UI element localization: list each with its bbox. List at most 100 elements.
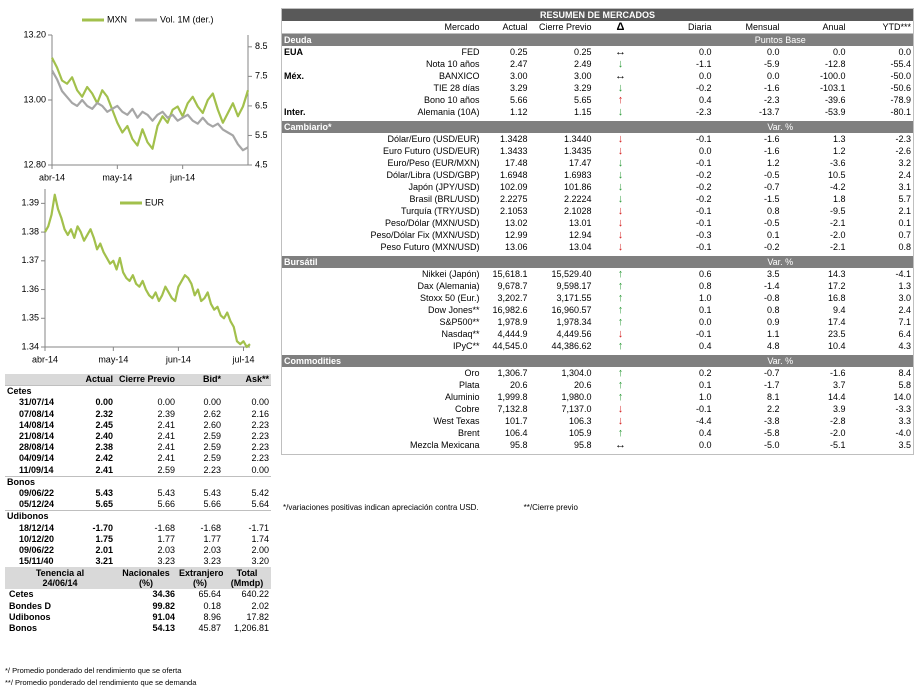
cell: 1.1 <box>766 329 780 339</box>
header-cell: Mensual <box>713 21 782 34</box>
cell: 44,545.0 <box>492 341 528 351</box>
cell: 7,132.8 <box>497 404 528 414</box>
row-label: 11/09/14 <box>19 464 54 475</box>
cell: 91.04 <box>152 611 175 622</box>
cell: 1.2 <box>766 158 780 168</box>
market-name: Cobre <box>454 404 480 414</box>
data-row: Nasdaq** 4,444.9 4,449.56 ↓ -0.1 1.1 23.5 6.4 <box>282 328 914 340</box>
group-cell <box>282 94 318 106</box>
cell: 8.96 <box>203 611 221 622</box>
rates-table: Actual Cierre Previo Bid* Ask** Cetes 31/07/1… <box>5 374 271 634</box>
direction-arrow: ↔ <box>615 439 626 451</box>
row-label: Bondes D <box>9 600 52 611</box>
cell: -5.8 <box>763 428 780 438</box>
row-label: 07/08/14 <box>19 408 55 419</box>
group-cell <box>282 268 318 280</box>
cell: 2.03 <box>157 545 175 556</box>
data-row: EUA FED 0.25 0.25 ↔ 0.0 0.0 0.0 0.0 <box>282 46 914 58</box>
cell: 2.4 <box>898 305 912 315</box>
cell: 0.00 <box>157 397 175 408</box>
cell: 8.1 <box>766 392 780 402</box>
section-name: Cetes <box>5 385 271 398</box>
data-row: Peso/Dólar Fix (MXN/USD) 12.99 12.94 ↓ -0.3 0… <box>282 229 914 241</box>
group-cell <box>282 379 318 391</box>
cell: 2.32 <box>95 408 113 419</box>
section-row: Deuda Puntos Base <box>281 33 914 46</box>
cell: 2.41 <box>157 442 175 453</box>
group-cell <box>282 169 318 181</box>
cell: 2.41 <box>157 431 175 442</box>
cell: 4.8 <box>766 341 780 351</box>
cell: -0.1 <box>695 158 712 168</box>
group-cell <box>282 367 318 379</box>
row-label: 14/08/14 <box>19 419 55 430</box>
section-unit: Puntos Base <box>647 33 914 46</box>
market-name: Plata <box>458 380 480 390</box>
cell: 17.2 <box>827 281 846 291</box>
cell: 3.00 <box>573 71 592 81</box>
data-row: Bono 10 años 5.66 5.65 ↑ 0.4 -2.3 -39.6 -78.9 <box>282 94 914 106</box>
cell: 13.01 <box>568 218 592 228</box>
y-tick-label: 1.39 <box>21 198 39 208</box>
row-label: 10/12/20 <box>19 533 55 544</box>
holdings-row: Udibonos 91.04 8.96 17.82 <box>5 612 271 623</box>
cell: -2.8 <box>829 416 846 426</box>
market-name: Nasdaq** <box>441 329 480 339</box>
direction-arrow: ↓ <box>617 217 624 229</box>
note: **/ Promedio ponderado del rendimiento q… <box>5 678 197 687</box>
cell: 1,978.9 <box>497 317 528 327</box>
cell: 101.7 <box>504 416 528 426</box>
direction-arrow: ↓ <box>617 58 624 70</box>
data-row: Mezcla Mexicana 95.8 95.8 ↔ 0.0 -5.0 -5.1 3.5 <box>282 439 914 451</box>
cell: 16,960.57 <box>551 305 592 315</box>
market-name: Aluminio <box>444 392 480 402</box>
cell: 0.25 <box>573 47 592 57</box>
header-cell: Bid* <box>177 374 223 386</box>
header-cell: Actual <box>481 21 530 34</box>
data-row: Nota 10 años 2.47 2.49 ↓ -1.1 -5.9 -12.8 -55.4 <box>282 58 914 70</box>
cell: 3.23 <box>203 556 221 567</box>
cell: -4.2 <box>829 182 846 192</box>
cell: -1.6 <box>763 146 780 156</box>
cell: -2.1 <box>829 218 846 228</box>
cell: 2.39 <box>157 408 175 419</box>
cell: -5.1 <box>829 440 846 450</box>
header-cell: Δ <box>593 21 648 34</box>
cell: 3,202.7 <box>497 293 528 303</box>
cell: 17.48 <box>504 158 528 168</box>
direction-arrow: ↓ <box>617 82 624 94</box>
cell: -0.2 <box>695 170 712 180</box>
table-title: RESUMEN DE MERCADOS <box>281 8 914 21</box>
section-name: Bursátil <box>281 256 648 268</box>
x-tick-label: abr-14 <box>32 354 58 364</box>
cell: 2.23 <box>203 464 221 475</box>
cell: 95.8 <box>509 440 528 450</box>
cell: -0.1 <box>695 242 712 252</box>
cell: -1.68 <box>154 522 175 533</box>
direction-arrow: ↑ <box>617 391 624 403</box>
data-row: Dax (Alemania) 9,678.7 9,598.17 ↑ 0.8 -1.4 17.… <box>282 280 914 292</box>
cell: 1,980.0 <box>561 392 592 402</box>
section-name: Udibonos <box>5 510 271 523</box>
spacer <box>282 451 914 455</box>
cell: -78.9 <box>890 95 912 105</box>
cell: -100.0 <box>819 71 846 81</box>
data-row: S&P500** 1,978.9 1,978.34 ↑ 0.0 0.9 17.4 7.1 <box>282 316 914 328</box>
data-row: 28/08/14 2.38 2.41 2.59 2.23 <box>5 442 271 453</box>
cell: 2.38 <box>95 442 113 453</box>
cell: 5.64 <box>251 499 269 510</box>
market-notes: */variaciones positivas indican apreciac… <box>283 503 623 512</box>
data-row: 07/08/14 2.32 2.39 2.62 2.16 <box>5 409 271 420</box>
cell: 1.3 <box>832 134 846 144</box>
rates-table-body: Actual Cierre Previo Bid* Ask** Cetes 31/07/1… <box>5 374 271 634</box>
cell: -55.4 <box>890 59 912 69</box>
cell: 0.7 <box>898 230 912 240</box>
group-cell <box>282 145 318 157</box>
market-summary-body: RESUMEN DE MERCADOS Mercado Actual Cierre P… <box>281 8 914 455</box>
market-name: Mezcla Mexicana <box>409 440 480 450</box>
market-name: Stoxx 50 (Eur.) <box>419 293 480 303</box>
group-cell <box>282 391 318 403</box>
data-row: Stoxx 50 (Eur.) 3,202.7 3,171.55 ↑ 1.0 -0.8 16… <box>282 292 914 304</box>
cell: 2.2224 <box>563 194 592 204</box>
cell: -3.3 <box>895 404 912 414</box>
